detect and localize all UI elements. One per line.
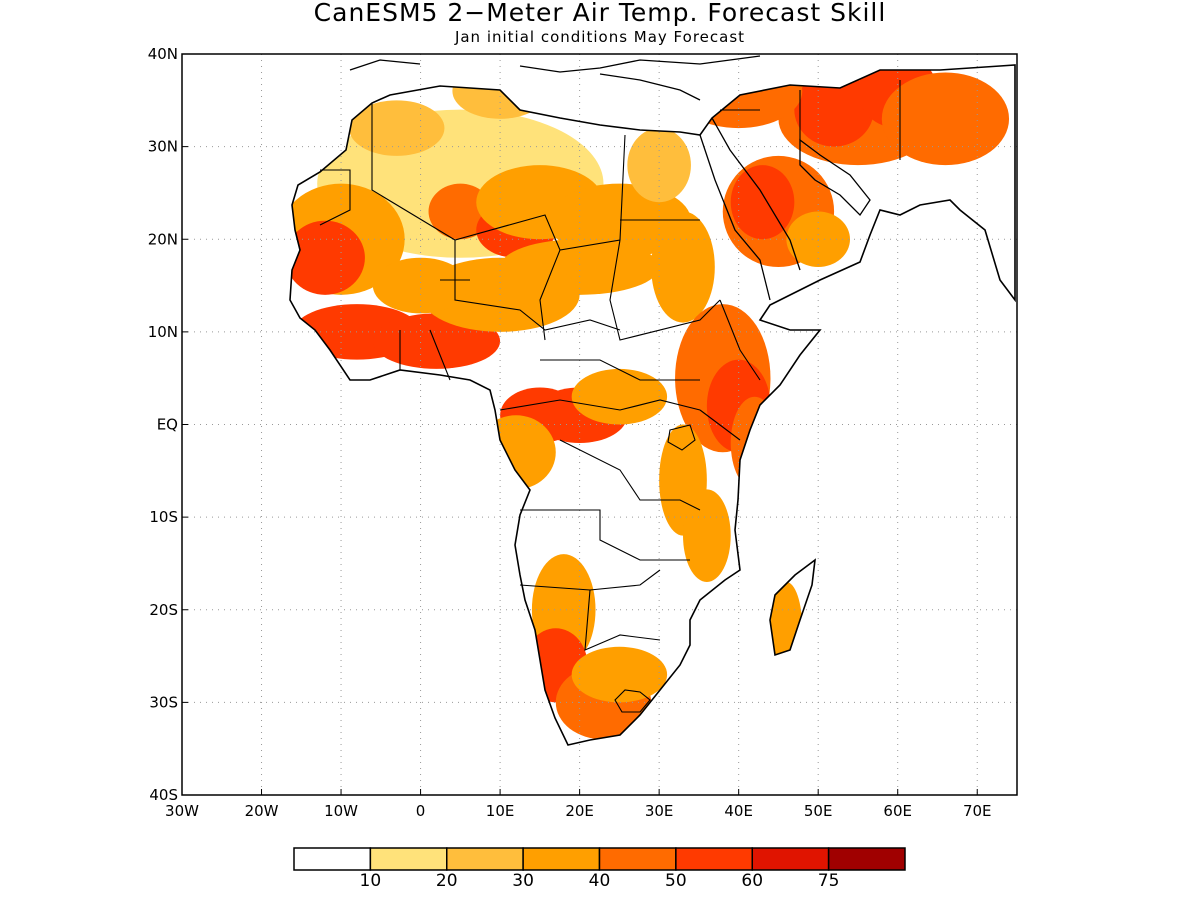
africa-coastline	[289, 64, 1016, 746]
map-title: CanESM5 2−Meter Air Temp. Forecast Skill	[313, 0, 887, 27]
colorbar	[293, 847, 906, 871]
colorbar-swatch	[446, 847, 524, 871]
lat-tick-label: 20S	[149, 601, 178, 619]
lon-tick-label: 10E	[486, 802, 515, 820]
colorbar-swatch	[827, 847, 906, 871]
skill-shade-region	[881, 72, 1010, 166]
colorbar-swatch	[293, 847, 372, 871]
mediterranean-coastline	[349, 55, 761, 101]
skill-shade-region	[651, 211, 715, 323]
lon-tick-label: 60E	[883, 802, 912, 820]
longitude-tick-labels: 30W 20W 10W 0 10E 20E 30E 40E 50E 60E 70E	[165, 789, 992, 820]
lat-tick-label: 10N	[148, 323, 178, 341]
colorbar-swatch	[751, 847, 830, 871]
lon-tick-label: 50E	[804, 802, 833, 820]
lon-tick-label: 30E	[645, 802, 674, 820]
colorbar-label: 40	[588, 871, 611, 891]
colorbar-label: 60	[741, 871, 764, 891]
persian-gulf-coastline	[799, 138, 871, 217]
skill-shade-region	[547, 183, 691, 258]
skill-shade-region	[794, 72, 874, 147]
skill-shade-region	[730, 165, 795, 240]
madagascar-coastline	[769, 558, 817, 657]
skill-shade-region	[428, 183, 493, 240]
skill-shade-region	[290, 220, 365, 295]
country-borders	[319, 80, 901, 651]
lon-tick-label: 20E	[565, 802, 594, 820]
colorbar-label: 20	[435, 871, 458, 891]
map-subtitle: Jan initial conditions May Forecast	[454, 28, 746, 46]
skill-shade-region	[372, 257, 469, 314]
skill-shade-region	[683, 489, 731, 582]
skill-shade-region	[627, 128, 691, 203]
colorbar-label: 50	[665, 871, 687, 891]
lat-tick-label: 40S	[149, 786, 178, 804]
lon-tick-label: 70E	[963, 802, 992, 820]
colorbar-swatch	[598, 847, 677, 871]
colorbar-swatch	[369, 847, 448, 871]
red-sea-coastline	[699, 117, 801, 301]
colorbar-label: 30	[512, 871, 534, 891]
lake-victoria	[667, 424, 696, 451]
lat-tick-label: 10S	[149, 508, 178, 526]
lon-tick-label: 20W	[245, 802, 279, 820]
lon-tick-label: 40E	[724, 802, 753, 820]
lon-tick-label: 0	[416, 802, 426, 820]
lon-tick-label: 30W	[165, 802, 199, 820]
lat-tick-label: 30N	[148, 138, 178, 156]
colorbar-swatch	[522, 847, 601, 871]
colorbar-label: 75	[817, 871, 840, 891]
coastlines	[289, 55, 1016, 746]
skill-shade-region	[571, 646, 668, 703]
skill-shade-region	[571, 368, 668, 425]
lesotho-border	[614, 689, 651, 713]
lon-tick-label: 10W	[324, 802, 358, 820]
colorbar-swatch	[675, 847, 753, 871]
lat-tick-label: 40N	[148, 45, 178, 63]
lat-tick-label: 30S	[149, 693, 178, 711]
lat-tick-label: EQ	[157, 416, 178, 434]
colorbar-label: 10	[359, 871, 382, 891]
lat-tick-label: 20N	[148, 230, 178, 248]
latitude-tick-labels: 40N 30N 20N 10N EQ 10S 20S 30S 40S	[148, 45, 188, 804]
